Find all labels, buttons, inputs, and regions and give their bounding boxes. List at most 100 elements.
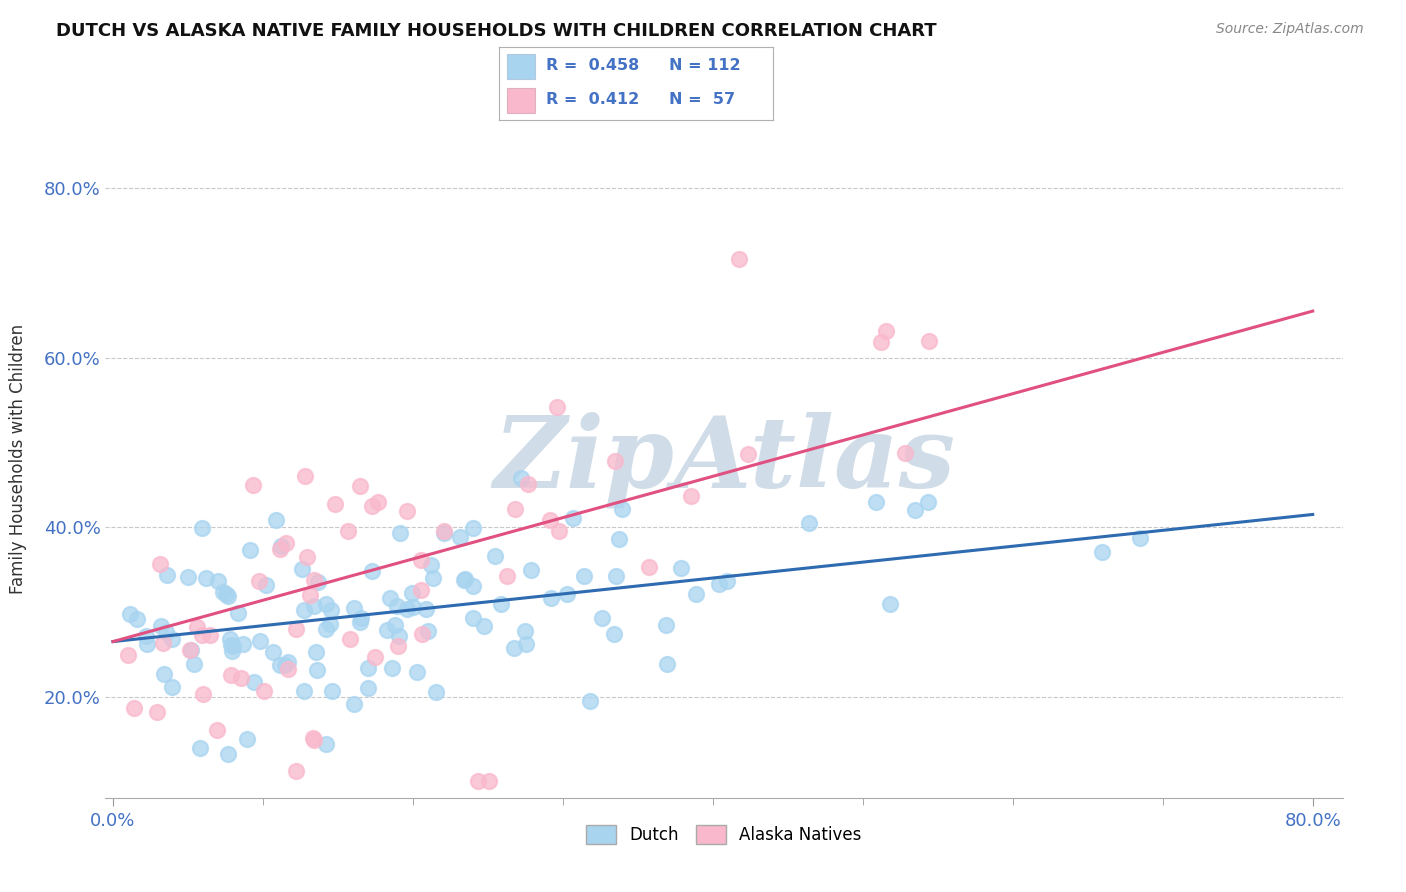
Point bbox=[284, 764, 307, 779]
Point bbox=[409, 553, 432, 567]
Point bbox=[1091, 544, 1114, 558]
Point bbox=[375, 624, 398, 638]
Point bbox=[416, 624, 439, 638]
Point bbox=[217, 589, 239, 603]
Point bbox=[253, 684, 276, 698]
Point bbox=[155, 624, 177, 639]
Point bbox=[191, 628, 214, 642]
Text: R =  0.412: R = 0.412 bbox=[546, 92, 638, 107]
Point bbox=[212, 585, 235, 599]
Point bbox=[247, 574, 270, 589]
Point bbox=[152, 666, 174, 681]
Point bbox=[262, 645, 284, 659]
Point bbox=[865, 495, 887, 509]
Point bbox=[605, 569, 627, 583]
Point bbox=[405, 665, 427, 679]
Point bbox=[381, 661, 404, 675]
Point bbox=[918, 334, 941, 348]
Point bbox=[307, 663, 329, 677]
Point bbox=[546, 401, 568, 415]
Point bbox=[242, 478, 264, 492]
Point bbox=[305, 645, 328, 659]
Point bbox=[302, 733, 325, 747]
Point bbox=[319, 617, 342, 632]
Point bbox=[387, 639, 409, 653]
Point bbox=[420, 558, 443, 572]
Point bbox=[277, 655, 299, 669]
Point bbox=[236, 731, 259, 746]
Point bbox=[219, 668, 242, 682]
Point bbox=[671, 561, 693, 575]
Point bbox=[321, 684, 343, 698]
Text: Source: ZipAtlas.com: Source: ZipAtlas.com bbox=[1216, 22, 1364, 37]
Point bbox=[737, 447, 759, 461]
Point bbox=[384, 618, 406, 632]
Point bbox=[415, 601, 437, 615]
Point bbox=[219, 632, 242, 646]
Point bbox=[472, 619, 495, 633]
Point bbox=[270, 539, 292, 553]
Point bbox=[515, 637, 537, 651]
Point bbox=[148, 557, 170, 571]
Point bbox=[685, 587, 707, 601]
Point bbox=[229, 671, 252, 685]
Point bbox=[709, 577, 731, 591]
Point bbox=[432, 524, 454, 539]
Point bbox=[454, 572, 477, 586]
Point bbox=[297, 549, 319, 564]
Point bbox=[463, 610, 485, 624]
Point bbox=[349, 615, 371, 630]
Point bbox=[179, 643, 201, 657]
Point bbox=[302, 731, 325, 745]
Point bbox=[478, 774, 501, 789]
Point bbox=[191, 520, 214, 534]
Point bbox=[654, 618, 676, 632]
Point bbox=[232, 636, 254, 650]
Point bbox=[239, 543, 262, 558]
Point bbox=[118, 607, 141, 621]
Point bbox=[555, 587, 578, 601]
Point bbox=[538, 513, 561, 527]
Point bbox=[294, 469, 316, 483]
Point bbox=[217, 747, 239, 762]
Point bbox=[875, 324, 897, 338]
Point bbox=[637, 559, 659, 574]
Point bbox=[315, 737, 337, 751]
Point bbox=[277, 662, 299, 676]
Point bbox=[503, 502, 526, 516]
Point bbox=[205, 723, 228, 737]
Point bbox=[503, 641, 526, 656]
Point bbox=[323, 497, 346, 511]
Point bbox=[572, 569, 595, 583]
Y-axis label: Family Households with Children: Family Households with Children bbox=[8, 325, 27, 594]
Point bbox=[591, 611, 613, 625]
Point bbox=[221, 638, 243, 652]
Point bbox=[350, 611, 373, 625]
Point bbox=[180, 642, 202, 657]
Point bbox=[516, 477, 538, 491]
Point bbox=[122, 700, 145, 714]
Point bbox=[269, 542, 291, 557]
Point bbox=[254, 578, 277, 592]
Point bbox=[655, 657, 678, 672]
Point bbox=[226, 607, 249, 621]
Point bbox=[607, 532, 630, 546]
Point bbox=[343, 600, 366, 615]
Point bbox=[221, 640, 243, 654]
Point bbox=[304, 599, 326, 614]
Point bbox=[215, 587, 238, 601]
Point bbox=[146, 705, 169, 719]
Point bbox=[411, 582, 433, 597]
Point bbox=[484, 549, 506, 563]
Point bbox=[894, 446, 917, 460]
Point bbox=[349, 479, 371, 493]
Point bbox=[510, 470, 533, 484]
Point bbox=[1129, 531, 1152, 545]
Point bbox=[425, 685, 447, 699]
Point bbox=[364, 650, 387, 665]
Text: DUTCH VS ALASKA NATIVE FAMILY HOUSEHOLDS WITH CHILDREN CORRELATION CHART: DUTCH VS ALASKA NATIVE FAMILY HOUSEHOLDS… bbox=[56, 22, 936, 40]
Point bbox=[176, 569, 198, 583]
Point bbox=[266, 513, 288, 527]
Point bbox=[579, 694, 602, 708]
Point bbox=[292, 603, 315, 617]
